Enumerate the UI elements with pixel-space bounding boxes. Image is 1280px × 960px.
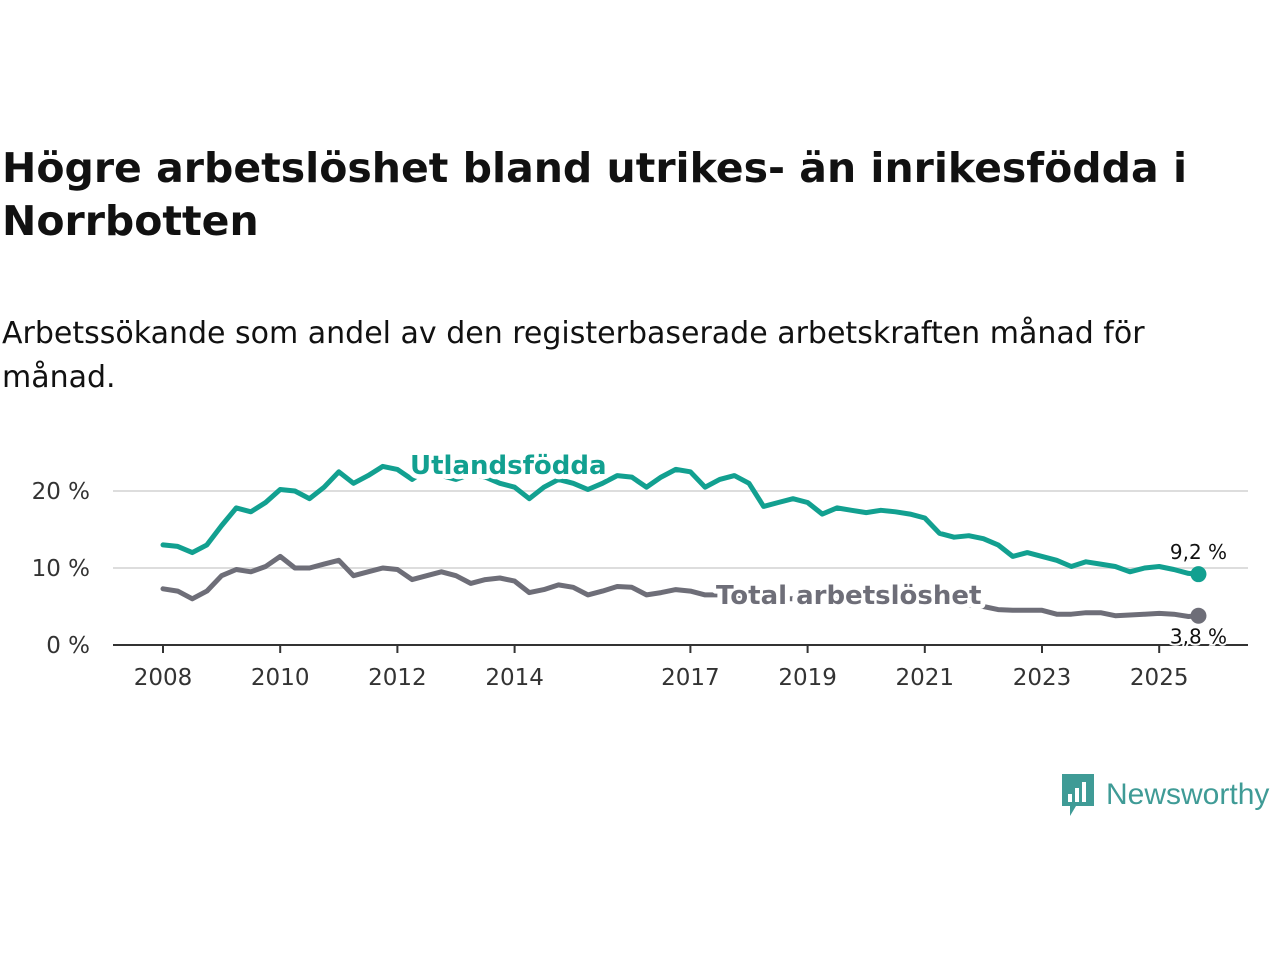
series-labels: 9,2 % 3,8 % Utlandsfödda Total arbetslöshet <box>405 446 1229 651</box>
newsworthy-logo-icon <box>1062 774 1094 816</box>
x-tick-label: 2012 <box>368 665 427 691</box>
x-tick-label: 2023 <box>1013 665 1072 691</box>
y-tick-label: 20 % <box>32 479 90 505</box>
end-value-utlandsfodda: 9,2 % <box>1170 540 1227 564</box>
y-tick-label: 0 % <box>46 633 90 659</box>
y-tick-label: 10 % <box>32 556 90 582</box>
y-axis-labels: 0 % 10 % 20 % <box>32 479 90 659</box>
series-name-utlandsfodda: Utlandsfödda <box>410 451 607 481</box>
x-tick-label: 2021 <box>896 665 955 691</box>
chart-subtitle: Arbetssökande som andel av den registerb… <box>2 316 1145 395</box>
x-tick-label: 2008 <box>134 665 193 691</box>
end-marker-total <box>1190 607 1207 624</box>
series-lines <box>160 463 1207 624</box>
end-value-total: 3,8 % <box>1170 625 1227 649</box>
chart-title: Högre arbetslöshet bland utrikes- än inr… <box>2 144 1187 245</box>
end-marker-utlandsfodda <box>1190 566 1207 583</box>
series-name-total: Total arbetslöshet <box>716 581 981 611</box>
x-tick-label: 2010 <box>251 665 310 691</box>
line-chart: 0 % 10 % 20 % 2008 2010 2012 2014 2017 2019 2021… <box>32 446 1248 691</box>
x-tick-label: 2014 <box>485 665 544 691</box>
x-axis <box>113 644 1248 653</box>
brand-name: Newsworthy <box>1106 778 1270 811</box>
x-tick-label: 2019 <box>778 665 837 691</box>
x-axis-labels: 2008 2010 2012 2014 2017 2019 2021 2023 2025 <box>134 665 1189 691</box>
newsworthy-logo: Newsworthy <box>1060 772 1269 818</box>
series-line-utlandsfodda <box>160 463 1201 577</box>
x-tick-label: 2017 <box>661 665 720 691</box>
series-line-total <box>160 553 1201 619</box>
x-tick-label: 2025 <box>1130 665 1189 691</box>
